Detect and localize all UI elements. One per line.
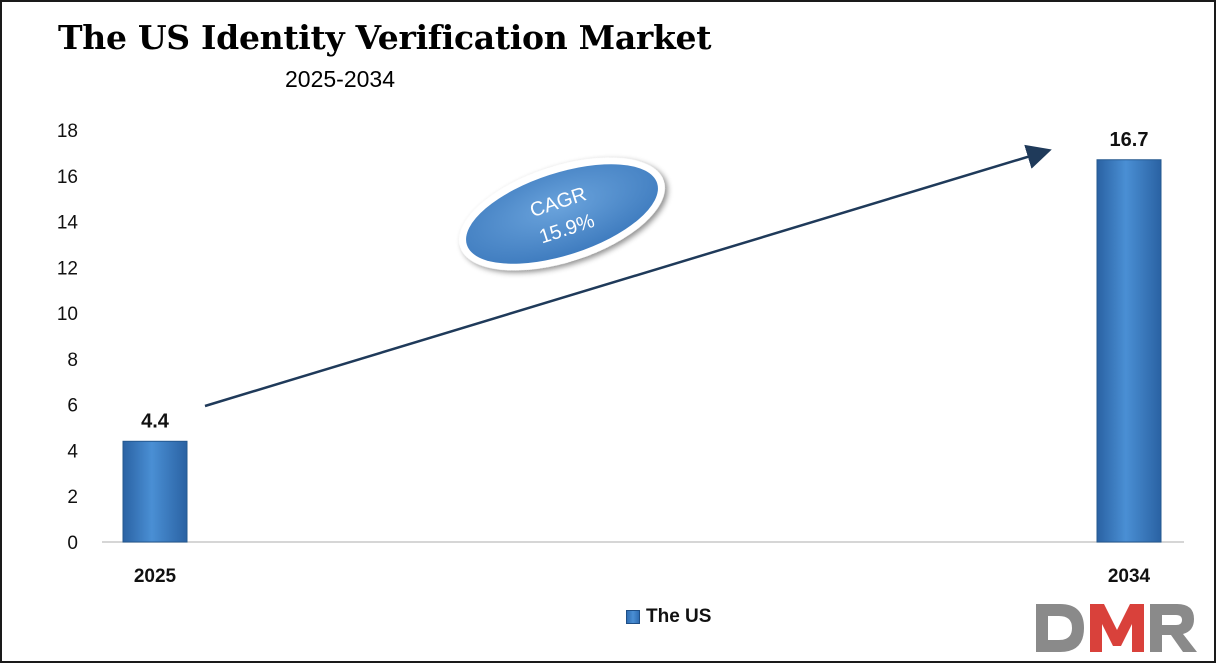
y-tick-label: 6: [67, 396, 78, 417]
x-tick-label: 2025: [134, 566, 177, 587]
y-tick-label: 0: [67, 533, 78, 554]
bar: [123, 441, 187, 542]
x-tick-label: 2034: [1108, 566, 1151, 587]
legend-swatch: [626, 610, 640, 624]
legend: The US: [626, 606, 711, 628]
bar: [1097, 160, 1161, 542]
y-tick-label: 16: [57, 167, 78, 188]
y-tick-label: 10: [57, 304, 78, 325]
y-tick-label: 8: [67, 350, 78, 371]
y-tick-label: 4: [67, 441, 78, 462]
legend-label: The US: [646, 606, 711, 628]
data-label: 16.7: [1110, 129, 1149, 151]
y-tick-label: 18: [57, 121, 78, 142]
dmr-logo: [1032, 600, 1202, 656]
y-tick-label: 14: [57, 213, 79, 234]
data-label: 4.4: [141, 410, 170, 432]
y-tick-label: 12: [57, 258, 78, 279]
y-tick-label: 2: [67, 487, 78, 508]
